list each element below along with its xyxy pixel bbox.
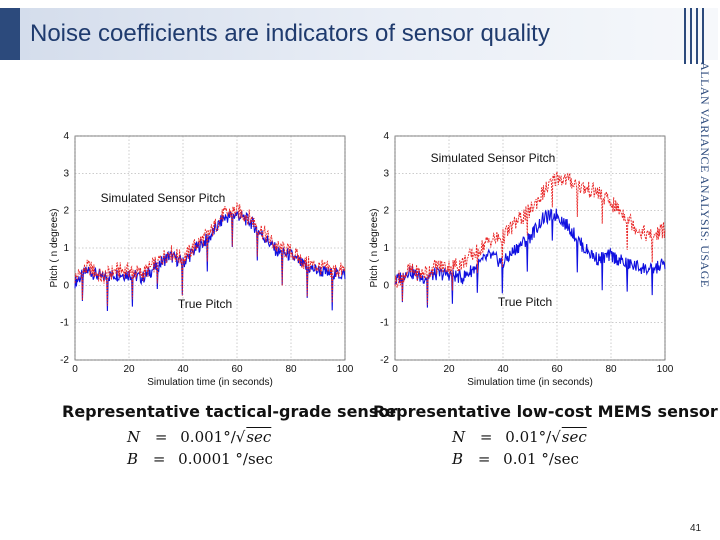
y-tick-label: 4 xyxy=(383,131,389,142)
series-line-true-pitch xyxy=(394,208,666,308)
chart-tactical-grade: 0 20 40 60 80 100 -2 -1 0 1 2 3 4 Simulated Sensor Pi… xyxy=(49,131,354,388)
x-tick-label: 60 xyxy=(551,364,563,375)
x-tick-label: 0 xyxy=(72,364,78,375)
y-tick-label: 0 xyxy=(63,280,69,291)
equation-N-tactical: N = 0.001°/√sec xyxy=(127,428,272,446)
title-bar xyxy=(0,8,718,60)
annotation-simulated-pitch: Simulated Sensor Pitch xyxy=(431,151,556,165)
slide-title: Noise coefficients are indicators of sen… xyxy=(30,20,550,47)
equation-B-tactical: B = 0.0001 °/sec xyxy=(127,450,273,468)
y-axis-label: Pitch ( n degrees) xyxy=(49,209,60,288)
eq-equals: = xyxy=(479,428,493,446)
annotation-true-pitch: True Pitch xyxy=(498,295,552,309)
side-caption-text: ALLAN VARIANCE ANALYSIS: USAGE xyxy=(698,62,712,288)
x-axis-label: Simulation time (in seconds) xyxy=(467,377,593,388)
decorative-lines xyxy=(684,8,704,64)
plot-area xyxy=(394,135,666,361)
x-tick-label: 0 xyxy=(392,364,398,375)
annotation-simulated-pitch: Simulated Sensor Pitch xyxy=(101,191,226,205)
y-tick-label: 1 xyxy=(383,243,389,254)
y-tick-label: 2 xyxy=(383,206,389,217)
y-tick-label: -1 xyxy=(60,318,69,329)
eq-equals: = xyxy=(477,450,491,468)
eq-symbol: N xyxy=(127,428,141,446)
y-tick-label: -1 xyxy=(380,318,389,329)
x-tick-label: 20 xyxy=(123,364,135,375)
series-line-simulated-pitch xyxy=(74,201,346,306)
y-tick-label: 1 xyxy=(63,243,69,254)
y-axis-label: Pitch ( n degrees) xyxy=(369,209,380,288)
chart-low-cost-mems: 0 20 40 60 80 100 -2 -1 0 1 2 3 4 Simulated Sensor Pi… xyxy=(369,131,674,388)
eq-value: 0.01°/ xyxy=(505,428,552,446)
y-tick-label: -2 xyxy=(60,355,69,366)
side-caption: ALLAN VARIANCE ANALYSIS: USAGE xyxy=(697,62,715,288)
series-line-simulated-pitch xyxy=(394,171,666,305)
eq-equals: = xyxy=(152,450,166,468)
x-tick-label: 40 xyxy=(497,364,509,375)
x-tick-label: 80 xyxy=(605,364,617,375)
plot-area xyxy=(74,135,346,361)
eq-equals: = xyxy=(154,428,168,446)
y-tick-label: 3 xyxy=(63,168,69,179)
eq-sqrt-unit: sec xyxy=(246,428,272,446)
y-tick-label: 4 xyxy=(63,131,69,142)
y-tick-label: 2 xyxy=(63,206,69,217)
eq-value: 0.001°/ xyxy=(180,428,236,446)
x-tick-label: 80 xyxy=(285,364,297,375)
equation-N-mems: N = 0.01°/√sec xyxy=(452,428,587,446)
title-accent-bar xyxy=(0,8,20,60)
sensor-title-mems: Representative low-cost MEMS sensor xyxy=(373,402,718,421)
y-tick-label: 3 xyxy=(383,168,389,179)
eq-symbol: B xyxy=(127,450,139,468)
x-tick-label: 40 xyxy=(177,364,189,375)
sensor-title-tactical: Representative tactical-grade sensor xyxy=(62,402,398,421)
x-tick-label: 60 xyxy=(231,364,243,375)
x-axis-label: Simulation time (in seconds) xyxy=(147,377,273,388)
eq-sqrt-unit: sec xyxy=(561,428,587,446)
x-tick-label: 100 xyxy=(657,364,674,375)
x-tick-label: 100 xyxy=(337,364,354,375)
annotation-true-pitch: True Pitch xyxy=(178,297,232,311)
x-tick-label: 20 xyxy=(443,364,455,375)
page-number: 41 xyxy=(690,523,702,534)
eq-symbol: B xyxy=(452,450,464,468)
eq-value: 0.01 °/sec xyxy=(503,450,579,468)
y-tick-label: 0 xyxy=(383,280,389,291)
y-tick-label: -2 xyxy=(380,355,389,366)
eq-symbol: N xyxy=(452,428,466,446)
equation-B-mems: B = 0.01 °/sec xyxy=(452,450,579,468)
eq-value: 0.0001 °/sec xyxy=(178,450,273,468)
